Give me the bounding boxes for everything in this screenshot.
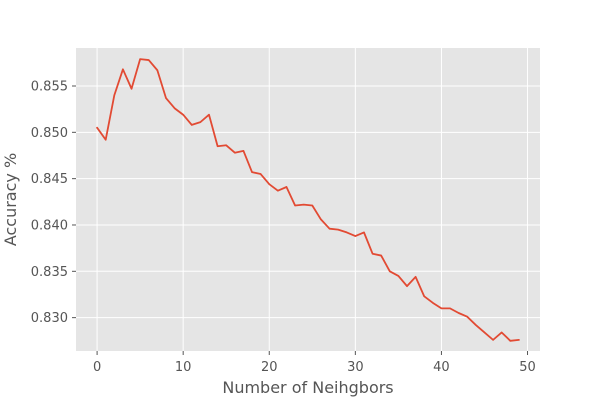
data-point (234, 152, 236, 154)
data-point (415, 276, 417, 278)
x-tick-label: 10 (175, 360, 192, 375)
y-tick-label: 0.840 (31, 218, 68, 233)
data-point (389, 270, 391, 272)
x-tick-label: 20 (261, 360, 278, 375)
data-point (501, 331, 503, 334)
accuracy-line (96, 58, 520, 342)
data-point (346, 231, 348, 233)
x-tick-label: 30 (347, 360, 364, 375)
data-point (311, 204, 313, 207)
x-axis-label: Number of Neihgbors (222, 378, 393, 397)
data-point (320, 218, 322, 221)
data-point (483, 331, 486, 334)
data-point (277, 190, 279, 192)
y-tick-label: 0.835 (31, 265, 68, 280)
y-tick-label: 0.830 (31, 311, 68, 326)
data-point (475, 324, 477, 326)
data-point (122, 68, 124, 70)
data-point (260, 173, 262, 175)
data-point (294, 204, 296, 207)
x-tick-label: 0 (93, 360, 101, 375)
data-point (466, 316, 468, 318)
data-point (285, 186, 288, 188)
x-tick-label: 50 (519, 360, 536, 375)
y-tick-label: 0.845 (31, 172, 68, 187)
data-point (191, 124, 193, 126)
data-point (406, 285, 408, 287)
data-point (105, 139, 107, 141)
data-point (199, 121, 201, 123)
data-point (165, 97, 167, 99)
data-point (130, 88, 133, 90)
x-tick-label: 40 (433, 360, 450, 375)
y-tick-label: 0.850 (31, 126, 68, 141)
data-point (182, 114, 184, 116)
data-point (139, 58, 141, 60)
data-point (354, 235, 356, 237)
data-point (518, 339, 520, 341)
data-point (423, 295, 425, 297)
y-tick-label: 0.855 (31, 79, 68, 94)
y-axis-label: Accuracy % (1, 153, 20, 246)
data-point (113, 94, 115, 96)
data-point (242, 150, 245, 152)
data-point (397, 275, 399, 277)
data-point (380, 254, 382, 257)
data-point (440, 307, 443, 309)
data-point (328, 228, 331, 230)
data-point (217, 145, 219, 147)
data-point (371, 253, 374, 255)
data-point (509, 340, 511, 342)
data-point (148, 59, 150, 61)
data-point (449, 307, 451, 309)
grid-lines (76, 48, 540, 351)
series-layer (96, 58, 520, 342)
data-point (492, 339, 494, 341)
plot-area (76, 48, 540, 351)
data-point (303, 203, 305, 206)
data-point (208, 114, 210, 116)
data-point (251, 171, 253, 173)
data-point (173, 107, 176, 109)
data-point (337, 229, 339, 231)
data-point (268, 183, 270, 185)
data-point (156, 69, 158, 71)
data-point (363, 231, 365, 233)
data-point (432, 302, 434, 304)
data-point (458, 312, 460, 314)
data-point (96, 127, 98, 129)
tick-labels: 0 10 20 30 40 50 0.830 0.835 0.840 0.845 0.850 0.85… (31, 79, 536, 375)
data-point (225, 144, 227, 146)
